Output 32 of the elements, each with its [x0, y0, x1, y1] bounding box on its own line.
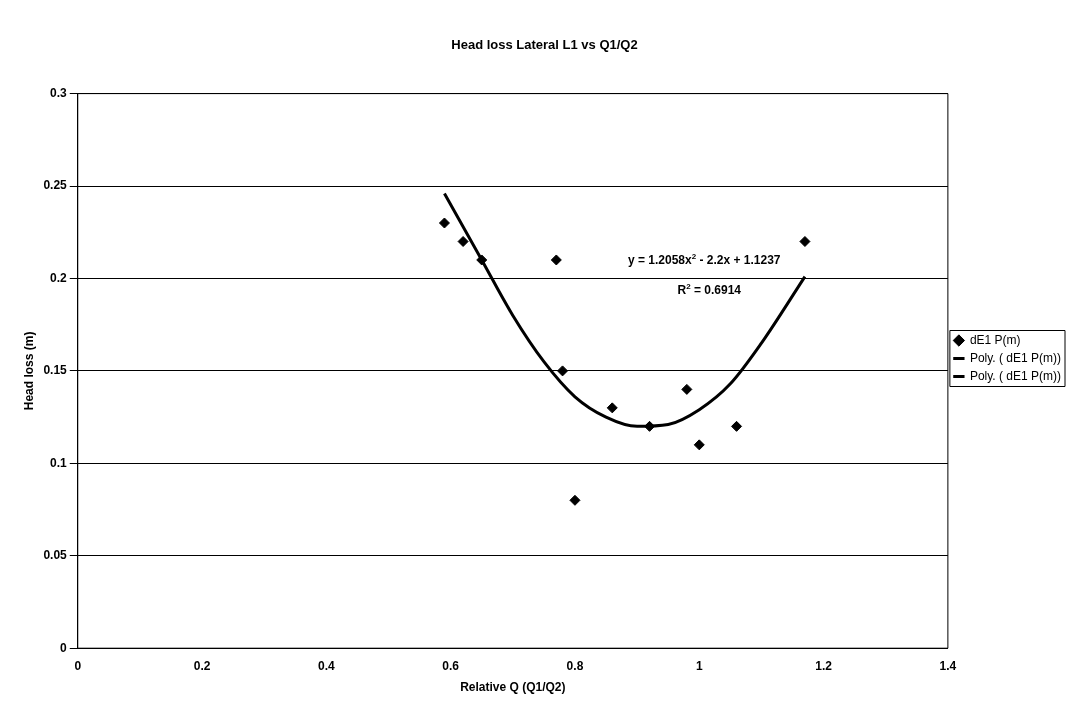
y-tick-label: 0.05: [43, 548, 68, 563]
y-tick-label: 0.2: [50, 270, 68, 285]
point: [457, 235, 469, 247]
legend-label: Poly. ( dE1 P(m)): [969, 350, 1061, 365]
y-tick-label: 0.15: [43, 363, 68, 378]
y-tick-label: 0.1: [50, 455, 68, 470]
x-tick-label: 0.6: [442, 658, 460, 673]
x-axis-title: Relative Q (Q1/Q2): [460, 680, 566, 695]
x-tick-label: 0.2: [193, 658, 211, 673]
y-tick-label: 0.25: [43, 178, 68, 193]
point: [731, 420, 743, 432]
point: [550, 254, 562, 266]
y-tick-label: 0: [60, 640, 68, 655]
point: [693, 439, 705, 451]
x-tick-label: 0: [74, 658, 82, 673]
point: [606, 402, 618, 414]
x-tick-label: 1.2: [815, 658, 833, 673]
y-tick-label: 0.3: [50, 85, 68, 100]
legend-label: dE1 P(m): [969, 332, 1021, 347]
x-tick-label: 0.8: [566, 658, 584, 673]
y-axis-title: Head loss (m): [21, 331, 36, 411]
point: [557, 365, 569, 377]
point: [681, 383, 693, 395]
point: [476, 254, 488, 266]
point: [438, 217, 450, 229]
point: [569, 494, 581, 506]
chart-title: Head loss Lateral L1 vs Q1/Q2: [451, 37, 638, 53]
legend-label: Poly. ( dE1 P(m)): [969, 368, 1061, 383]
point: [799, 235, 811, 247]
x-tick-label: 0.4: [318, 658, 336, 673]
x-tick-label: 1.4: [939, 658, 957, 673]
x-tick-label: 1: [695, 658, 703, 673]
